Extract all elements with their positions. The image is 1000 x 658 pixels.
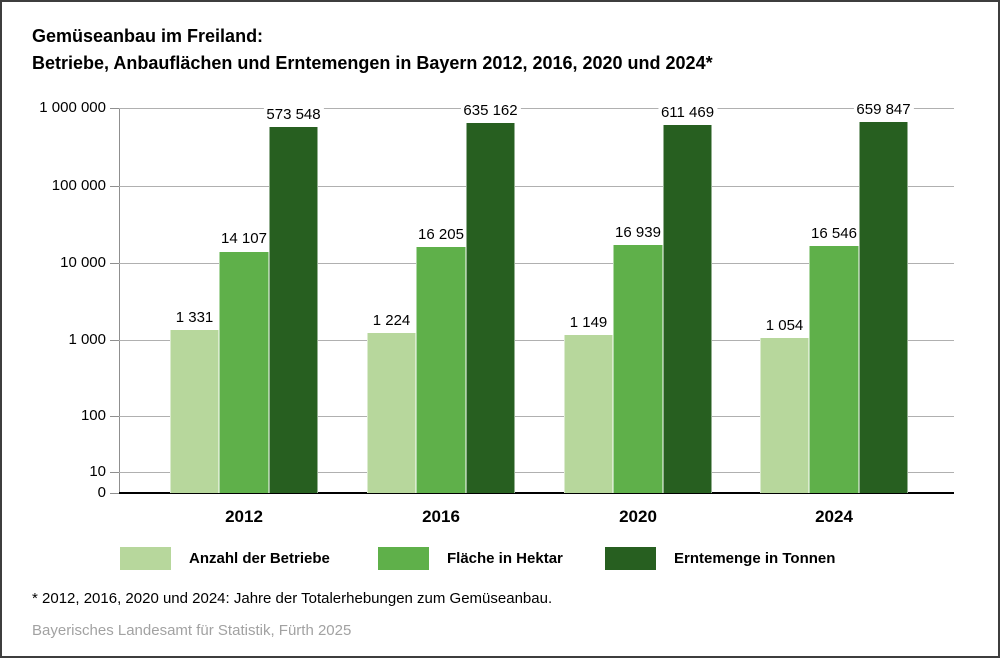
bar-value-label: 14 107: [218, 231, 270, 248]
bar-value-label: 659 847: [853, 102, 914, 119]
y-axis-tick: [110, 263, 119, 264]
bar-anzahl-der-betriebe-2016: [366, 333, 417, 493]
bar-fl-che-in-hektar-2020: [613, 245, 663, 493]
gridline: [119, 186, 954, 187]
bar-value-label: 611 469: [657, 104, 718, 121]
legend-item-erntemenge: Erntemenge in Tonnen: [605, 547, 835, 570]
chart-title: Gemüseanbau im Freiland: Betriebe, Anbau…: [32, 23, 713, 77]
gridline: [119, 416, 954, 417]
y-axis-tick-label: 1 000: [68, 331, 106, 348]
bar-erntemenge-in-tonnen-2012: [268, 126, 319, 493]
bar-erntemenge-in-tonnen-2016: [465, 123, 516, 493]
chart-title-line1: Gemüseanbau im Freiland:: [32, 26, 264, 46]
bar-fl-che-in-hektar-2016: [416, 246, 466, 493]
x-axis-baseline: [119, 492, 954, 494]
bar-value-label: 1 149: [566, 315, 611, 332]
source-attribution: Bayerisches Landesamt für Statistik, Für…: [32, 622, 352, 639]
y-axis-tick-label: 10: [89, 463, 106, 480]
gridline: [119, 263, 954, 264]
bar-value-label: 573 548: [263, 106, 324, 123]
chart-title-line2: Betriebe, Anbauflächen und Erntemengen i…: [32, 53, 713, 73]
plot-area: 1 000 000 100 000 10 000 1 000 100 10 0 1 331 14…: [39, 100, 954, 526]
bar-anzahl-der-betriebe-2012: [169, 330, 220, 493]
bar-value-label: 16 939: [612, 225, 664, 242]
y-axis-tick: [110, 472, 119, 473]
bar-fl-che-in-hektar-2024: [809, 246, 859, 493]
legend-swatch-flaeche: [378, 547, 429, 570]
x-axis-category-label: 2012: [225, 507, 263, 526]
legend-swatch-betriebe: [120, 547, 171, 570]
bar-value-label: 16 546: [808, 226, 860, 243]
y-axis-tick-label: 0: [97, 484, 106, 501]
bar-value-label: 1 224: [369, 313, 414, 330]
legend-swatch-erntemenge: [605, 547, 656, 570]
gridline: [119, 108, 954, 109]
bar-value-label: 1 054: [762, 318, 807, 335]
y-axis-tick-label: 10 000: [60, 254, 106, 271]
legend-label-flaeche: Fläche in Hektar: [447, 550, 563, 567]
y-axis-tick: [110, 108, 119, 109]
bar-anzahl-der-betriebe-2020: [563, 335, 614, 493]
y-axis-tick: [110, 340, 119, 341]
bar-value-label: 635 162: [460, 103, 521, 120]
bar-fl-che-in-hektar-2012: [219, 251, 269, 493]
footnote: * 2012, 2016, 2020 und 2024: Jahre der T…: [32, 590, 553, 607]
gridline: [119, 472, 954, 473]
bar-value-label: 1 331: [172, 310, 217, 327]
bar-anzahl-der-betriebe-2024: [759, 338, 810, 493]
y-axis-tick-label: 100 000: [51, 177, 106, 194]
bar-value-label: 16 205: [415, 226, 467, 243]
bar-erntemenge-in-tonnen-2024: [858, 122, 909, 493]
gridline: [119, 340, 954, 341]
legend-item-betriebe: Anzahl der Betriebe: [120, 547, 330, 570]
legend-item-flaeche: Fläche in Hektar: [378, 547, 563, 570]
y-axis-tick: [110, 416, 119, 417]
x-axis-category-label: 2024: [815, 507, 853, 526]
legend-label-erntemenge: Erntemenge in Tonnen: [674, 550, 836, 567]
x-axis-category-label: 2016: [422, 507, 460, 526]
y-axis-tick: [110, 186, 119, 187]
y-axis-line: [119, 108, 120, 493]
x-axis-category-label: 2020: [619, 507, 657, 526]
y-axis-tick-label: 1 000 000: [39, 99, 106, 116]
y-axis-tick: [110, 493, 119, 494]
legend-label-betriebe: Anzahl der Betriebe: [189, 550, 330, 567]
bar-erntemenge-in-tonnen-2020: [662, 124, 713, 493]
y-axis-tick-label: 100: [80, 407, 106, 424]
